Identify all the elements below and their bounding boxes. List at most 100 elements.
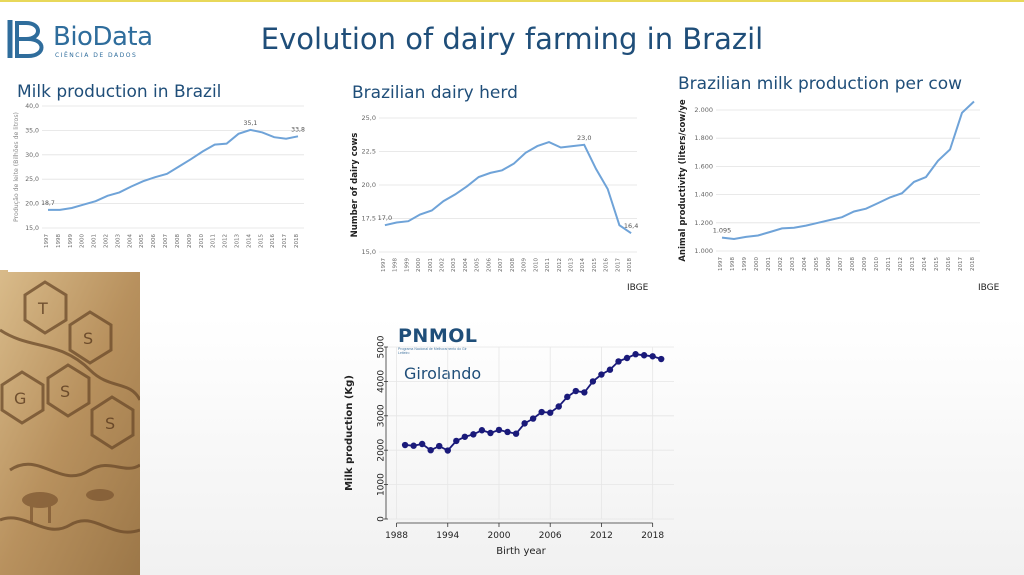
girolando-chart: 0 1000 2000 3000 4000 5000 1988 1994 2000 2006 201… [344,335,674,557]
giro-data-point [640,352,648,359]
percow-x-tick-label: 2000 [754,257,760,271]
percow-x-tick-label: 2011 [886,257,892,271]
logo-tagline: CIÊNCIA DE DADOS [55,52,138,59]
giro-data-point [623,354,631,362]
percow-x-tick-label: 2017 [958,257,964,271]
milk-x-tick-label: 1998 [56,234,62,248]
giro-y-tick-label: 3000 [377,404,387,427]
percow-y-tick-label: 1.400 [694,191,713,199]
percow-x-tick-label: 2007 [838,257,844,271]
milk-x-tick-label: 2002 [104,234,110,248]
herd-x-tick-label: 2006 [486,258,492,272]
herd-y-tick-label: 15,0 [362,248,376,256]
herd-x-tick-label: 1997 [381,258,387,272]
percow-x-tick-label: 2010 [874,257,880,271]
percow-y-tick-label: 2.000 [694,106,713,114]
herd-x-tick-label: 2016 [604,258,610,272]
milk-x-tick-label: 2010 [199,234,205,248]
giro-x-tick-label: 2012 [590,531,613,541]
milk-data-label: 18,7 [41,200,55,207]
giro-data-point [495,426,503,434]
percow-x-tick-label: 1997 [718,257,724,271]
giro-x-tick-label: 1988 [385,531,408,541]
giro-data-point [581,389,588,396]
milk-x-tick-label: 2000 [80,234,86,248]
milk-x-tick-label: 2008 [175,234,181,248]
giro-y-tick-label: 1000 [377,473,387,496]
per-cow-chart: 1.000 1.200 1.400 1.600 1.800 2.000 1997 1998 19… [678,99,980,271]
percow-x-tick-label: 2009 [862,257,868,271]
percow-x-tick-label: 1999 [742,257,748,271]
giro-data-point [615,358,622,365]
giro-data-point [453,437,460,445]
milk-y-tick-label: 35,0 [25,127,39,134]
percow-x-tick-label: 2012 [898,257,904,271]
percow-x-tick-label: 2013 [910,257,916,271]
giro-x-tick-label: 1994 [436,531,459,541]
percow-y-tick-label: 1.600 [694,162,713,170]
herd-x-tick-label: 2012 [557,258,563,272]
top-border [0,0,1024,2]
giro-data-point [461,433,469,440]
herd-x-tick-label: 2010 [533,258,539,272]
percow-x-tick-label: 2016 [946,257,952,271]
milk-y-tick-label: 20,0 [25,201,39,208]
percow-x-tick-label: 2008 [850,257,856,271]
giro-data-point [521,420,528,427]
page-title: Evolution of dairy farming in Brazil [260,22,764,56]
milk-x-tick-label: 1999 [68,234,74,248]
pnmol-logo-subtitle: Programa Nacional de Melhoramento do Gir… [398,347,467,355]
herd-x-tick-label: 2011 [545,258,551,272]
giro-data-point [418,440,426,448]
girolando-label: Girolando [404,364,482,383]
herd-y-axis-label: Number of dairy cows [350,133,360,238]
giro-data-point [606,366,614,373]
giro-data-point [487,429,494,437]
biodata-logo: BioData CIÊNCIA DE DADOS [6,16,153,66]
milk-data-label: 33,8 [291,126,305,133]
giro-data-point [529,415,537,422]
herd-x-tick-label: 2007 [498,258,504,272]
herd-data-label: 23,0 [577,134,591,142]
herd-series-line [384,141,632,235]
percow-y-tick-label: 1.200 [694,219,713,227]
giro-data-point [538,408,545,416]
milk-x-tick-label: 2011 [211,234,217,248]
giro-y-axis-label: Milk production (Kg) [344,375,355,491]
milk-x-tick-label: 2007 [163,234,169,248]
percow-x-tick-label: 2015 [934,257,940,271]
herd-x-tick-label: 2013 [569,258,575,272]
giro-x-axis-label: Birth year [496,546,546,557]
milk-x-tick-label: 2013 [235,234,241,248]
dairy-herd-chart: 15,0 17,5 20,0 22,5 25,0 1997 1998 1999 2000 2001… [350,114,638,272]
giro-x-tick-label: 2018 [641,531,664,541]
giro-data-point [649,353,656,360]
milk-y-tick-label: 25,0 [25,176,39,183]
herd-x-tick-label: 2001 [428,258,434,272]
percow-y-tick-label: 1.800 [694,134,713,142]
herd-x-tick-label: 1999 [404,258,410,272]
giro-y-tick-label: 2000 [377,438,387,461]
percow-x-tick-label: 1998 [730,257,736,271]
biodata-logo-icon [7,20,44,58]
herd-x-tick-label: 2000 [416,258,422,272]
herd-x-tick-label: 2004 [463,258,469,272]
giro-x-tick-label: 2006 [539,531,562,541]
milk-x-tick-label: 2014 [246,234,252,248]
giro-y-tick-label: 4000 [377,370,387,393]
milk-series-line [48,128,299,211]
milk-y-tick-label: 15,0 [25,225,39,232]
decorative-mural: T S G S S [0,270,140,575]
milk-x-tick-label: 2005 [139,234,145,248]
milk-x-tick-label: 2004 [127,234,133,248]
percow-chart-source: IBGE [978,283,1000,293]
giro-y-tick-label: 0 [377,516,387,522]
herd-x-tick-label: 1998 [393,258,399,272]
giro-data-point [444,447,451,454]
milk-data-label: 35,1 [244,120,258,127]
percow-x-tick-label: 2003 [790,257,796,271]
svg-text:S: S [60,382,70,401]
percow-x-tick-label: 2005 [814,257,820,271]
giro-data-point [598,371,605,378]
pnmol-logo: PNMOL [398,325,478,347]
